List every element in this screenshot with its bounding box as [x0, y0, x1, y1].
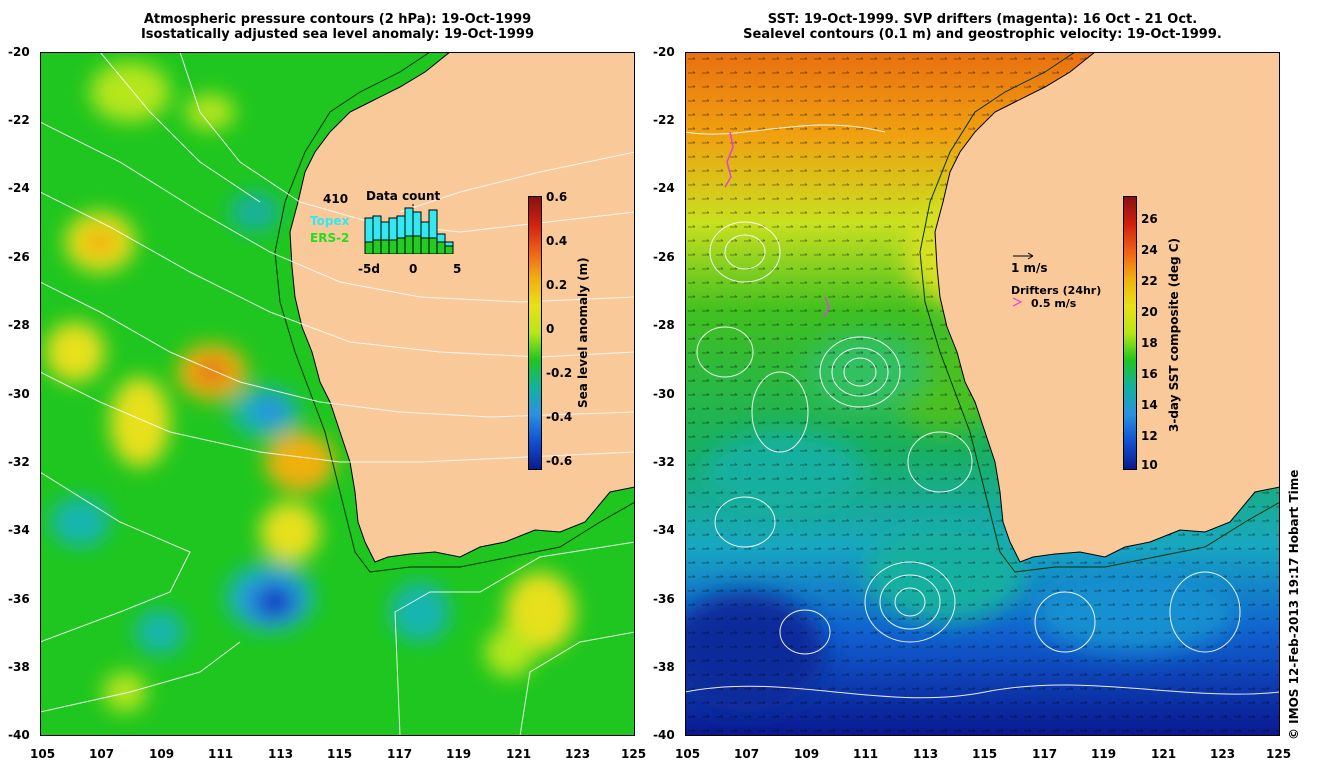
lon-tick-left: 115: [327, 747, 353, 761]
sla-tick-1: 0.4: [546, 234, 568, 248]
lon-tick-left: 105: [30, 747, 56, 761]
lon-tick-right: 105: [675, 747, 701, 761]
lon-tick-left: 111: [208, 747, 234, 761]
right-title-line2: Sealevel contours (0.1 m) and geostrophi…: [743, 27, 1222, 42]
sla-tick-6: -0.6: [546, 454, 573, 468]
lat-tick-right: -30: [653, 387, 675, 401]
lat-tick-left: -28: [8, 318, 30, 332]
left-title-line2: Isostatically adjusted sea level anomaly…: [140, 27, 535, 42]
sst-tick-16: 16: [1141, 367, 1158, 381]
lon-tick-right: 119: [1091, 747, 1117, 761]
shelf-edge-sst: [919, 51, 1281, 573]
histogram-axis-label-5: 5: [453, 262, 462, 276]
lat-tick-left: -36: [8, 592, 30, 606]
right-title-line1: SST: 19-Oct-1999. SVP drifters (magenta)…: [767, 12, 1198, 27]
lat-tick-right: -24: [653, 181, 675, 195]
sst-map: [665, 51, 1281, 736]
lon-tick-left: 121: [506, 747, 532, 761]
sst-tick-24: 24: [1141, 243, 1158, 257]
lat-tick-right: -26: [653, 250, 675, 264]
sst-tick-18: 18: [1141, 336, 1158, 350]
histogram-axis-label-0: 0: [409, 262, 418, 276]
lon-tick-left: 113: [268, 747, 294, 761]
lat-tick-left: -32: [8, 455, 30, 469]
lat-tick-left: -24: [8, 181, 30, 195]
legend-topex: Topex: [310, 214, 350, 228]
anomaly-blobs: [45, 62, 575, 712]
lon-tick-left: 117: [387, 747, 413, 761]
sla-tick-4: -0.2: [546, 366, 573, 380]
legend-ers2: ERS-2: [310, 231, 350, 245]
lon-tick-right: 113: [913, 747, 939, 761]
sla-colorbar: [528, 196, 542, 470]
sla-tick-3: 0: [546, 322, 555, 336]
lon-tick-right: 111: [853, 747, 879, 761]
lat-tick-left: -30: [8, 387, 30, 401]
imos-credit: © IMOS 12-Feb-2013 19:17 Hobart Time: [1287, 469, 1301, 740]
sea-level-anomaly-map: [39, 51, 636, 737]
lon-tick-right: 125: [1266, 747, 1292, 761]
lat-tick-left: -26: [8, 250, 30, 264]
sea-level-contours: [684, 124, 1281, 699]
lon-tick-right: 107: [734, 747, 760, 761]
drifter-speed-label: 0.5 m/s: [1031, 297, 1077, 310]
sst-colorbar-label: 3-day SST composite (deg C): [1167, 237, 1181, 432]
land-australia-sst: [934, 51, 1281, 563]
lat-tick-right: -38: [653, 660, 675, 674]
sla-tick-5: -0.4: [546, 410, 573, 424]
sla-tick-2: 0.2: [546, 278, 568, 292]
lat-tick-right: -28: [653, 318, 675, 332]
lon-tick-left: 109: [149, 747, 175, 761]
lat-tick-right: -40: [653, 728, 675, 742]
lat-tick-left: -22: [8, 113, 30, 127]
lat-tick-right: -22: [653, 113, 675, 127]
data-count-total: 410: [323, 192, 349, 206]
data-count-title: Data count: [366, 189, 441, 203]
lat-tick-right: -20: [653, 45, 675, 59]
lat-tick-right: -32: [653, 455, 675, 469]
velocity-scale-label: 1 m/s: [1011, 261, 1048, 275]
lon-tick-right: 117: [1032, 747, 1058, 761]
sst-colorbar: [1123, 196, 1137, 470]
drifter-scale-arrow: [1012, 297, 1023, 307]
lat-tick-left: -40: [8, 728, 30, 742]
lon-tick-left: 123: [565, 747, 591, 761]
velocity-scale-arrow: [1013, 252, 1034, 260]
lon-tick-left: 119: [446, 747, 472, 761]
shelf-edge: [274, 51, 636, 573]
lon-tick-right: 123: [1210, 747, 1236, 761]
lat-tick-right: -36: [653, 592, 675, 606]
lon-tick-right: 115: [972, 747, 998, 761]
left-title: Atmospheric pressure contours (2 hPa): 1…: [40, 12, 635, 42]
lon-tick-left: 107: [89, 747, 115, 761]
sst-tick-14: 14: [1141, 398, 1158, 412]
sst-tick-26: 26: [1141, 212, 1158, 226]
sst-tick-12: 12: [1141, 429, 1158, 443]
svp-drifter-tracks: [724, 131, 830, 318]
lon-tick-right: 109: [794, 747, 820, 761]
sla-colorbar-label: Sea level anomaly (m): [576, 257, 590, 408]
sst-tick-10: 10: [1141, 458, 1158, 472]
pressure-contours: [39, 51, 636, 737]
lat-tick-left: -20: [8, 45, 30, 59]
drifters-label: Drifters (24hr): [1011, 284, 1102, 297]
lon-tick-right: 121: [1151, 747, 1177, 761]
lon-tick-left: 125: [621, 747, 647, 761]
data-count-histogram: [364, 204, 454, 254]
sla-tick-0: 0.6: [546, 190, 568, 204]
right-map-panel: 1 m/s Drifters (24hr) 0.5 m/s 26 24 22 2…: [665, 51, 1281, 736]
left-map-panel: 0.6 0.4 0.2 0 -0.2 -0.4 -0.6 Sea level a…: [39, 51, 636, 737]
left-title-line1: Atmospheric pressure contours (2 hPa): 1…: [143, 12, 532, 27]
lat-tick-left: -34: [8, 523, 30, 537]
lat-tick-right: -34: [653, 523, 675, 537]
histogram-axis-label-neg5: -5d: [358, 262, 380, 276]
sst-tick-20: 20: [1141, 305, 1158, 319]
right-title: SST: 19-Oct-1999. SVP drifters (magenta)…: [685, 12, 1280, 42]
lat-tick-left: -38: [8, 660, 30, 674]
sst-tick-22: 22: [1141, 274, 1158, 288]
